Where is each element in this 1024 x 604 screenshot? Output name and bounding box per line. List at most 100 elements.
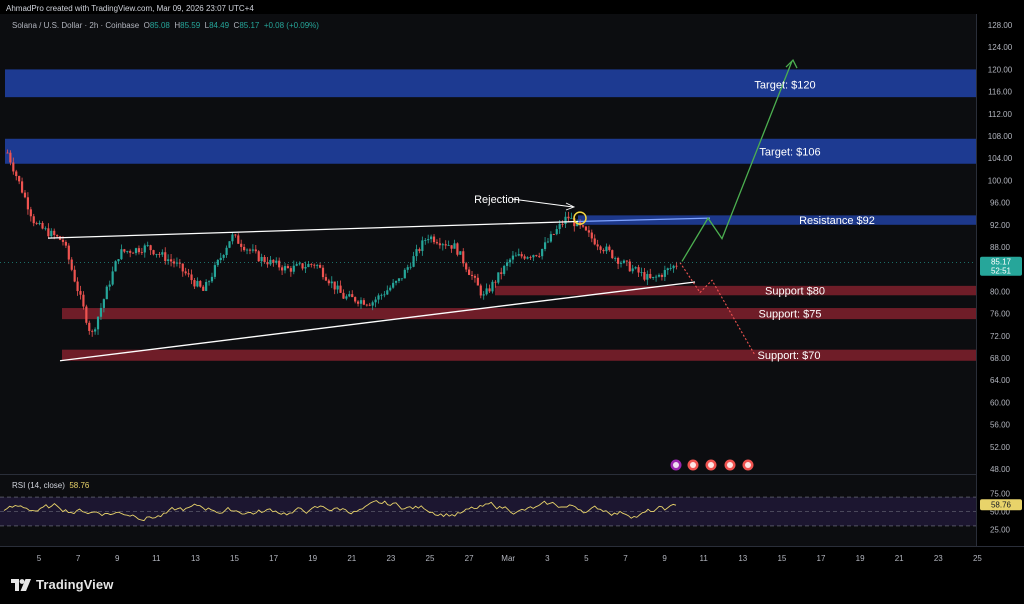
resistance-extension-line[interactable] <box>577 217 711 223</box>
candle-body <box>400 278 403 280</box>
candle-body <box>114 261 117 272</box>
rsi-line[interactable] <box>3 500 677 522</box>
candle-body <box>611 250 614 259</box>
rejection-circle[interactable] <box>573 211 587 225</box>
candle-body <box>289 268 292 272</box>
candle-body <box>61 239 65 242</box>
rsi-tick-label: 50.00 <box>990 508 1011 517</box>
candle-body <box>216 259 219 266</box>
label-support-80[interactable]: Support $80 <box>765 286 825 298</box>
candle-body <box>447 245 450 247</box>
time-tick-label: 25 <box>426 554 435 563</box>
candle-body <box>205 282 208 291</box>
candle-body <box>6 152 9 154</box>
candle-body <box>82 294 85 307</box>
candle-body <box>394 280 398 283</box>
rsi-legend[interactable]: RSI (14, close) 58.76 <box>12 481 89 490</box>
candle-body <box>476 277 479 286</box>
candle-body <box>532 255 535 258</box>
candle-body <box>120 249 123 260</box>
symbol-legend[interactable]: Solana / U.S. Dollar · 2h · Coinbase O85… <box>12 21 319 30</box>
rsi-value-badge[interactable] <box>980 499 1022 511</box>
candle-body <box>430 236 433 240</box>
zone-resistance[interactable] <box>578 215 976 225</box>
candle-body <box>339 285 342 293</box>
candle-body <box>108 284 111 287</box>
candle-body <box>260 256 263 262</box>
zone-target-106[interactable] <box>5 138 976 164</box>
price-tick-label: 104.00 <box>988 154 1013 163</box>
candle-body <box>503 265 506 274</box>
candle-body <box>590 232 593 239</box>
bullish-projection[interactable] <box>681 60 793 262</box>
candle-body <box>488 288 491 292</box>
label-target-120[interactable]: Target: $120 <box>754 79 815 91</box>
candle-body <box>637 267 640 273</box>
candle-body <box>643 272 646 280</box>
candle-body <box>432 236 436 243</box>
candle-body <box>596 244 599 247</box>
upper-trendline[interactable] <box>47 220 579 239</box>
label-support-75[interactable]: Support: $75 <box>759 309 822 321</box>
zone-support-70[interactable] <box>62 349 976 361</box>
zone-support-80[interactable] <box>495 285 976 296</box>
rejection-arrow-head <box>565 202 576 211</box>
rsi-tick-label: 25.00 <box>990 526 1011 535</box>
rejection-arrow[interactable] <box>511 198 574 208</box>
bearish-projection[interactable] <box>679 262 756 356</box>
price-tick-label: 68.00 <box>990 354 1011 363</box>
candle-body <box>318 265 322 268</box>
candle-body <box>546 241 550 243</box>
candle-body <box>669 268 672 269</box>
candle-body <box>245 249 249 251</box>
candle-body <box>155 254 158 255</box>
candle-body <box>47 228 50 237</box>
candle-body <box>599 246 602 250</box>
candle-body <box>231 234 234 242</box>
label-rejection[interactable]: Rejection <box>474 194 520 206</box>
candle-body <box>549 234 553 242</box>
candle-body <box>359 300 363 304</box>
symbol-name[interactable]: Solana / U.S. Dollar · 2h · Coinbase <box>12 21 140 30</box>
time-tick-label: 15 <box>230 554 239 563</box>
zone-target-120[interactable] <box>5 69 976 98</box>
candle-body <box>15 171 18 177</box>
label-target-106[interactable]: Target: $106 <box>759 147 820 159</box>
candle-body <box>356 301 360 304</box>
candle-body <box>473 275 477 278</box>
candle-body <box>269 259 272 265</box>
tradingview-logo[interactable]: TradingView <box>11 577 113 592</box>
price-tick-label: 56.00 <box>990 421 1011 430</box>
candle-body <box>207 281 211 283</box>
candle-body <box>324 277 328 281</box>
candle-body <box>541 249 544 257</box>
candle-body <box>470 274 474 276</box>
event-icon-inner <box>673 462 679 468</box>
label-support-70[interactable]: Support: $70 <box>758 350 821 362</box>
candle-body <box>500 272 503 274</box>
candle-body <box>508 259 512 263</box>
rsi-value-badge-label: 58.76 <box>991 501 1012 510</box>
label-resistance-92[interactable]: Resistance $92 <box>799 215 875 227</box>
change-value: +0.08 (+0.09%) <box>263 21 319 30</box>
lower-trendline[interactable] <box>59 281 696 362</box>
candle-body <box>441 244 444 246</box>
candle-body <box>44 228 47 230</box>
high-label: H <box>174 21 181 30</box>
time-tick-label: Mar <box>501 554 515 563</box>
candle-body <box>555 229 558 235</box>
candle-body <box>491 281 494 292</box>
candle-body <box>67 245 70 260</box>
time-tick-label: 25 <box>973 554 982 563</box>
candle-body <box>202 286 205 291</box>
candle-body <box>529 257 532 259</box>
candle-body <box>266 262 269 265</box>
last-price-badge[interactable] <box>980 256 1022 276</box>
candle-body <box>511 255 515 260</box>
price-tick-label: 116.00 <box>988 88 1012 97</box>
candle-body <box>593 238 596 245</box>
candle-body <box>392 282 395 288</box>
zone-support-75[interactable] <box>62 308 976 320</box>
candle-body <box>672 265 675 269</box>
